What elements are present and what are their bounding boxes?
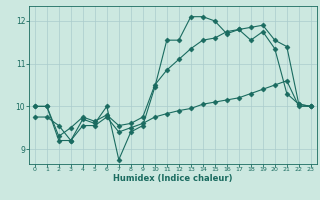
X-axis label: Humidex (Indice chaleur): Humidex (Indice chaleur) — [113, 174, 233, 183]
